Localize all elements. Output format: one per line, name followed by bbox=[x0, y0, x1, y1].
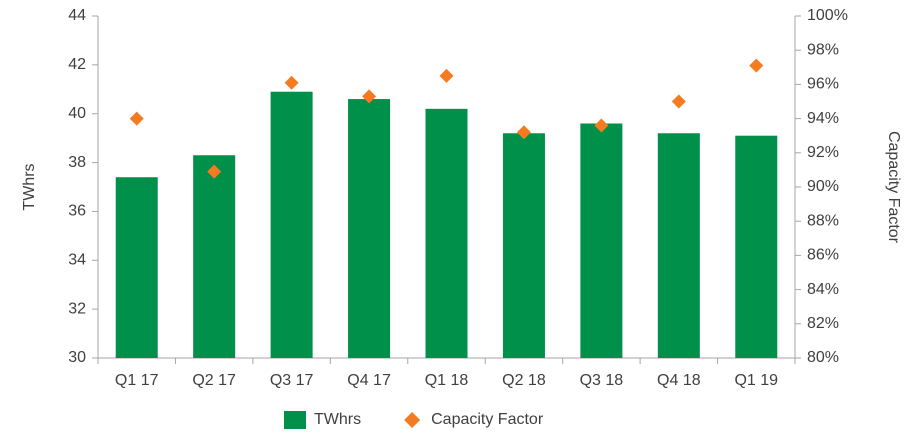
marker bbox=[594, 118, 609, 133]
bar bbox=[580, 123, 623, 358]
y2-tick-label: 80% bbox=[807, 349, 839, 366]
y2-axis-label: Capacity Factor bbox=[885, 131, 902, 244]
y-tick-label: 32 bbox=[68, 300, 86, 317]
legend-label: Capacity Factor bbox=[431, 411, 544, 428]
marker bbox=[129, 111, 144, 126]
y2-tick-label: 98% bbox=[807, 41, 839, 58]
y2-tick-label: 90% bbox=[807, 178, 839, 195]
bar bbox=[193, 155, 236, 358]
y-tick-label: 40 bbox=[68, 105, 86, 122]
legend-swatch bbox=[284, 411, 306, 429]
y-tick-label: 42 bbox=[68, 56, 86, 73]
x-tick-label: Q4 17 bbox=[347, 372, 391, 389]
x-tick-label: Q3 18 bbox=[580, 372, 624, 389]
x-tick-label: Q1 19 bbox=[734, 372, 778, 389]
y-tick-label: 34 bbox=[68, 252, 86, 269]
y-tick-label: 36 bbox=[68, 203, 86, 220]
marker bbox=[439, 68, 454, 83]
legend-label: TWhrs bbox=[314, 411, 361, 428]
y2-tick-label: 88% bbox=[807, 212, 839, 229]
y2-tick-label: 92% bbox=[807, 144, 839, 161]
x-tick-label: Q3 17 bbox=[270, 372, 314, 389]
marker bbox=[671, 94, 686, 109]
bar bbox=[425, 108, 468, 358]
y2-tick-label: 84% bbox=[807, 281, 839, 298]
bar bbox=[735, 135, 778, 358]
y-tick-label: 30 bbox=[68, 349, 86, 366]
y2-tick-label: 86% bbox=[807, 247, 839, 264]
bar bbox=[115, 177, 158, 358]
marker bbox=[516, 125, 531, 140]
bar bbox=[502, 133, 545, 358]
y2-tick-label: 94% bbox=[807, 110, 839, 127]
y2-tick-label: 100% bbox=[807, 7, 848, 24]
y-axis-label: TWhrs bbox=[21, 163, 38, 210]
y2-tick-label: 82% bbox=[807, 315, 839, 332]
marker bbox=[749, 58, 764, 73]
marker bbox=[207, 164, 222, 179]
bar bbox=[657, 133, 700, 358]
bar bbox=[270, 91, 313, 358]
x-tick-label: Q4 18 bbox=[657, 372, 701, 389]
y-tick-label: 38 bbox=[68, 154, 86, 171]
x-tick-label: Q2 18 bbox=[502, 372, 546, 389]
y2-tick-label: 96% bbox=[807, 76, 839, 93]
bar bbox=[348, 99, 391, 359]
x-tick-label: Q2 17 bbox=[192, 372, 236, 389]
legend-swatch bbox=[404, 412, 421, 428]
y-tick-label: 44 bbox=[68, 7, 86, 24]
marker bbox=[362, 89, 377, 104]
x-tick-label: Q1 18 bbox=[425, 372, 469, 389]
marker bbox=[284, 75, 299, 90]
x-tick-label: Q1 17 bbox=[115, 372, 159, 389]
